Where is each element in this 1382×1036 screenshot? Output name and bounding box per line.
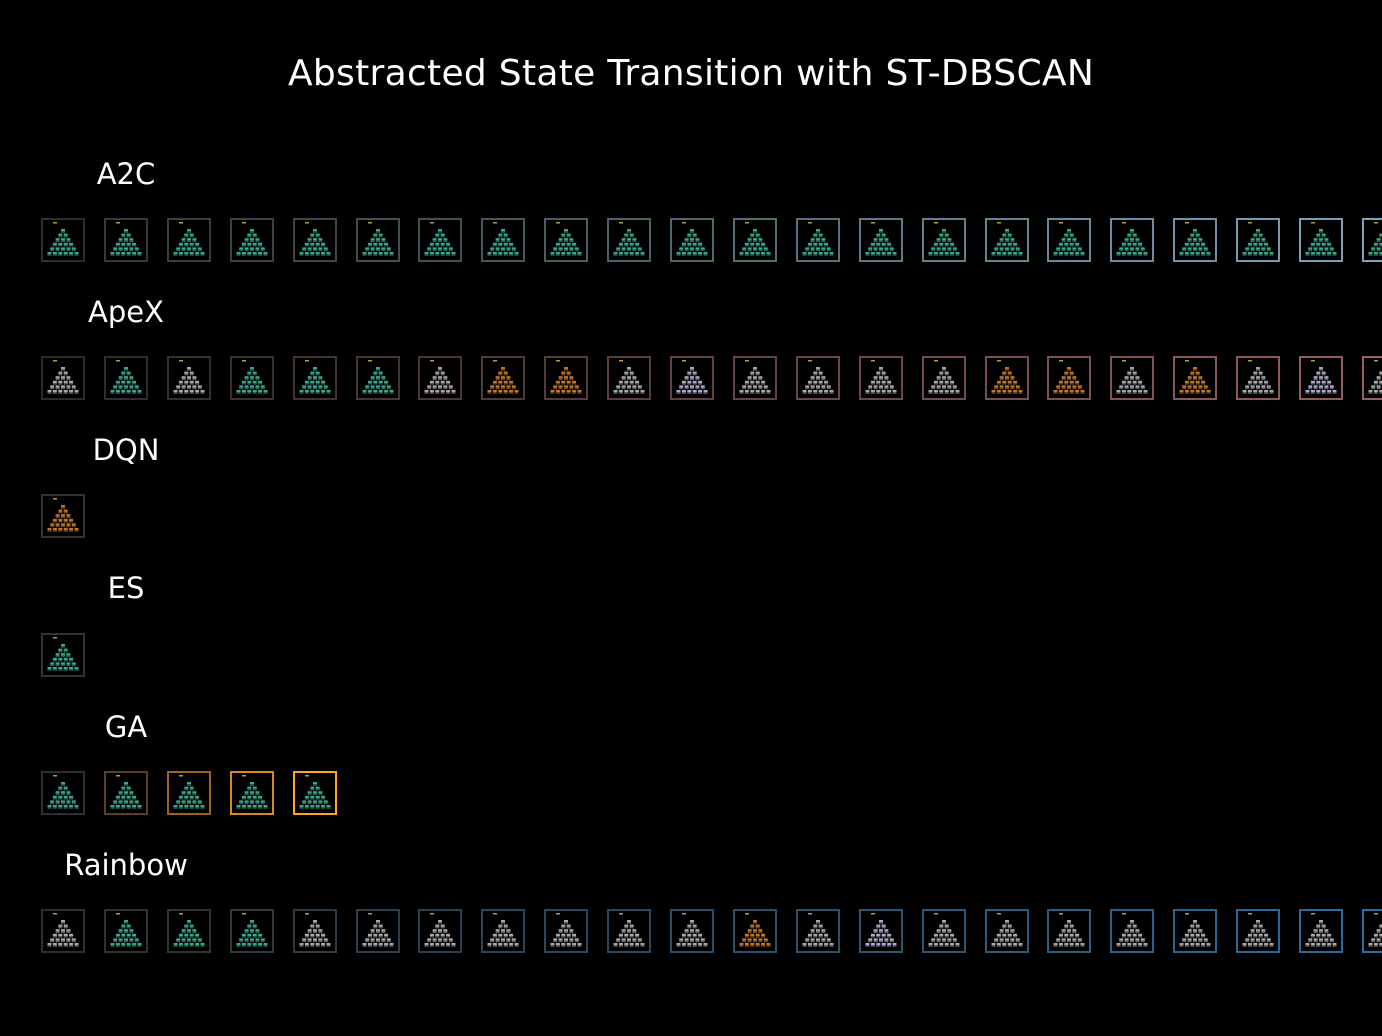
state-thumbnail [292,356,337,400]
state-thumbnail [166,218,211,262]
state-thumbnail [1236,356,1281,400]
state-thumbnail [670,356,714,400]
state-thumbnail [166,356,211,400]
state-thumbnail [1110,218,1155,262]
state-thumbnail [858,356,903,400]
state-thumbnail [732,218,777,262]
state-thumbnail [1361,909,1382,953]
row-label-dqn: DQN [92,433,160,467]
state-thumbnail [1047,909,1092,953]
state-thumbnail [1047,218,1092,262]
state-thumbnail [1299,909,1343,953]
state-thumbnail [1236,218,1281,262]
state-thumbnail [984,218,1029,262]
state-thumbnail [166,909,211,953]
state-thumbnail [544,356,589,400]
row-label-rainbow: Rainbow [64,848,188,882]
row-label-apex: ApeX [88,295,164,329]
state-thumbnail [607,218,652,262]
state-thumbnail [732,356,777,400]
state-thumbnail [858,909,903,953]
state-thumbnail [355,909,400,953]
state-thumbnail [1236,909,1281,953]
state-thumbnail [544,909,589,953]
state-thumbnail [229,771,274,815]
state-thumbnail [795,909,840,953]
state-thumbnail [41,633,85,677]
state-thumbnail [103,909,148,953]
state-thumbnail [229,218,274,262]
state-thumbnail [921,356,966,400]
state-thumbnail [858,218,903,262]
state-thumbnail [355,218,400,262]
state-thumbnail [41,909,85,953]
state-thumbnail [41,218,85,262]
state-thumbnail [1299,356,1343,400]
state-thumbnail [229,909,274,953]
state-thumbnail [921,909,966,953]
row-rainbow [0,909,1382,957]
state-thumbnail [292,909,337,953]
state-thumbnail [292,771,337,815]
state-thumbnail [292,218,337,262]
state-thumbnail [418,218,463,262]
state-thumbnail [103,771,148,815]
state-thumbnail [418,356,463,400]
state-thumbnail [1361,218,1382,262]
state-thumbnail [355,356,400,400]
state-thumbnail [607,909,652,953]
state-thumbnail [1110,356,1155,400]
row-label-ga: GA [104,710,148,744]
state-thumbnail [1047,356,1092,400]
row-label-es: ES [107,571,145,605]
state-thumbnail [103,356,148,400]
state-thumbnail [41,356,85,400]
state-thumbnail [481,218,526,262]
state-thumbnail [418,909,463,953]
row-dqn [0,494,1382,542]
state-thumbnail [1173,356,1218,400]
state-thumbnail [481,909,526,953]
state-thumbnail [795,218,840,262]
row-ga [0,771,1382,819]
row-es [0,633,1382,681]
chart-title: Abstracted State Transition with ST-DBSC… [287,53,1095,94]
state-thumbnail [732,909,777,953]
state-thumbnail [984,356,1029,400]
row-label-a2c: A2C [96,157,156,191]
state-thumbnail [166,771,211,815]
state-thumbnail [1361,356,1382,400]
state-thumbnail [1173,909,1218,953]
row-apex [0,356,1382,404]
state-thumbnail [1299,218,1343,262]
row-a2c [0,218,1382,266]
state-thumbnail [921,218,966,262]
state-thumbnail [670,909,714,953]
state-thumbnail [984,909,1029,953]
state-thumbnail [41,771,85,815]
state-thumbnail [795,356,840,400]
state-thumbnail [544,218,589,262]
state-thumbnail [1173,218,1218,262]
state-thumbnail [41,494,85,538]
state-thumbnail [607,356,652,400]
state-thumbnail [481,356,526,400]
state-thumbnail [670,218,714,262]
state-thumbnail [1110,909,1155,953]
state-thumbnail [103,218,148,262]
state-thumbnail [229,356,274,400]
